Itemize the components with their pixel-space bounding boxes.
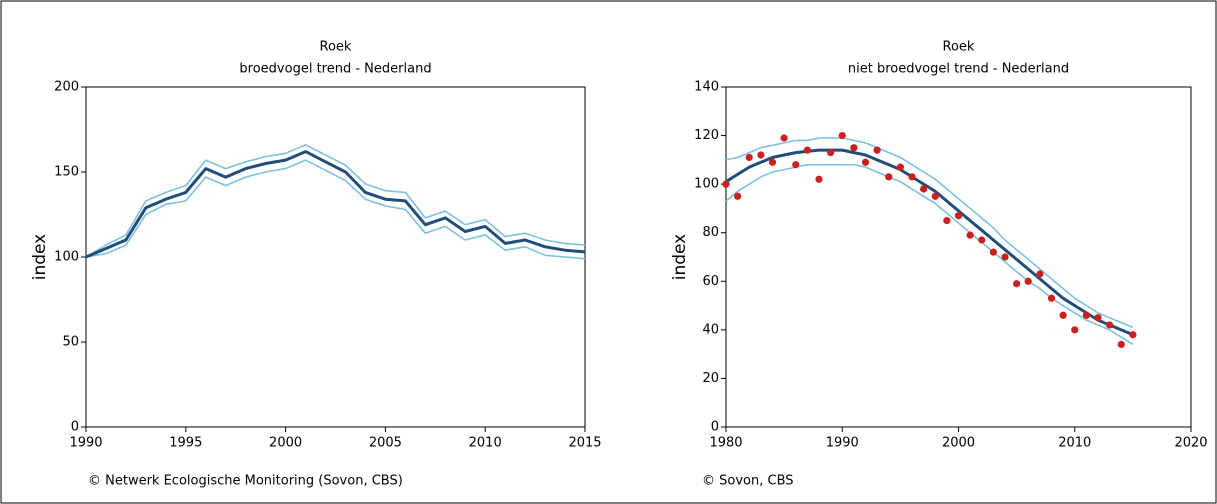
data-point	[978, 236, 986, 244]
data-point	[861, 158, 870, 166]
trend-line	[85, 150, 586, 259]
chart-title: Roek	[320, 40, 352, 55]
data-point	[966, 231, 974, 239]
data-point	[920, 185, 928, 193]
data-point	[1117, 340, 1125, 349]
data-point	[745, 153, 753, 162]
chart-subtitle: niet broedvogel trend - Nederland	[848, 62, 1069, 77]
y-tick-label: 80	[702, 225, 719, 240]
x-tick-label: 2000	[942, 436, 975, 451]
data-point	[757, 151, 765, 159]
x-tick-label: 1995	[169, 436, 202, 451]
y-tick-label: 0	[71, 420, 79, 435]
confidence-line	[85, 144, 586, 258]
x-tick-label: 1980	[709, 436, 742, 451]
y-tick-label: 0	[711, 420, 719, 435]
data-point	[954, 212, 963, 220]
data-point	[1001, 253, 1009, 261]
data-point	[908, 173, 916, 181]
confidence-line	[725, 137, 1134, 329]
data-point	[780, 134, 788, 142]
data-point	[734, 192, 742, 200]
y-tick-label: 120	[694, 128, 719, 143]
data-point	[815, 175, 823, 183]
y-tick-label: 140	[694, 80, 719, 95]
data-point	[1129, 331, 1137, 339]
x-tick-label: 2010	[469, 436, 502, 451]
data-point	[1024, 277, 1032, 285]
y-tick-label: 50	[62, 335, 79, 350]
y-tick-label: 150	[54, 165, 79, 180]
data-point	[838, 131, 846, 140]
data-point	[1094, 314, 1102, 322]
chart-title: Roek	[943, 40, 975, 55]
data-point	[896, 163, 904, 171]
y-tick-label: 200	[54, 80, 79, 95]
data-point	[931, 192, 939, 200]
y-tick-label: 40	[702, 322, 719, 337]
y-axis-title: index	[670, 234, 690, 281]
y-tick-label: 100	[694, 177, 719, 192]
data-point	[768, 158, 777, 166]
chart-subtitle: broedvogel trend - Nederland	[239, 62, 431, 77]
data-point	[1013, 280, 1021, 288]
x-tick-label: 2000	[269, 436, 302, 451]
data-point	[1082, 311, 1090, 319]
x-tick-label: 1990	[69, 436, 102, 451]
data-point	[1071, 326, 1079, 334]
data-point	[1036, 270, 1044, 278]
data-point	[722, 180, 730, 188]
data-point	[803, 146, 811, 154]
data-point	[850, 144, 858, 152]
y-tick-label: 100	[54, 250, 79, 265]
footnote: © Netwerk Ecologische Monitoring (Sovon,…	[88, 474, 403, 489]
x-tick-label: 2005	[369, 436, 402, 451]
data-point	[827, 148, 835, 157]
data-point	[943, 216, 951, 225]
x-tick-label: 2020	[1174, 436, 1207, 451]
data-point	[1059, 311, 1067, 319]
x-tick-label: 2010	[1058, 436, 1091, 451]
data-point	[792, 161, 800, 169]
trend-line	[725, 148, 1134, 337]
data-point	[873, 146, 881, 154]
x-tick-label: 1990	[826, 436, 859, 451]
data-point	[1047, 294, 1056, 302]
data-point	[1106, 321, 1114, 329]
data-point	[885, 173, 893, 181]
y-axis-title: index	[30, 234, 50, 281]
footnote: © Sovon, CBS	[702, 474, 794, 489]
x-tick-label: 2015	[568, 436, 601, 451]
y-tick-label: 20	[702, 371, 719, 386]
y-tick-label: 60	[702, 274, 719, 289]
confidence-line	[85, 159, 586, 260]
data-point	[989, 248, 997, 256]
